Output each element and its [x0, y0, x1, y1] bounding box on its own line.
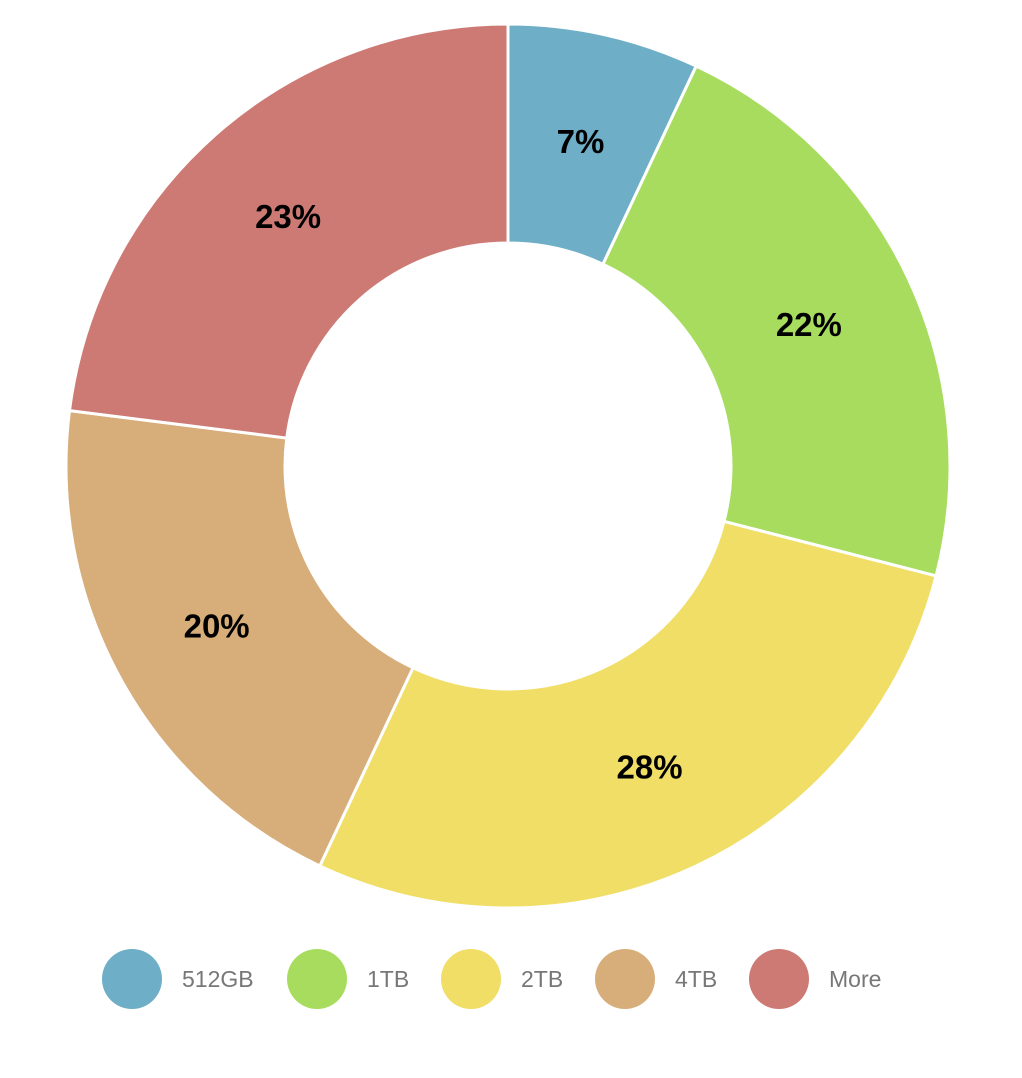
chart-legend: 512GB 1TB 2TB 4TB More: [102, 949, 881, 1009]
legend-item-1tb[interactable]: 1TB: [287, 949, 409, 1009]
legend-swatch-4tb: [595, 949, 655, 1009]
slice-more[interactable]: [67, 22, 510, 440]
slice-label-2tb: 28%: [617, 748, 683, 785]
slice-label-4tb: 20%: [184, 608, 250, 645]
slice-2tb[interactable]: [317, 519, 938, 910]
slice-label-1tb: 22%: [776, 306, 842, 343]
donut-slices: [64, 22, 952, 910]
legend-item-4tb[interactable]: 4TB: [595, 949, 717, 1009]
legend-item-2tb[interactable]: 2TB: [441, 949, 563, 1009]
legend-item-more[interactable]: More: [749, 949, 881, 1009]
legend-swatch-512gb: [102, 949, 162, 1009]
legend-label-more: More: [829, 966, 881, 992]
legend-label-2tb: 2TB: [521, 966, 563, 992]
slice-4tb[interactable]: [64, 408, 416, 868]
slice-labels: 7% 22% 28% 20% 23%: [184, 123, 842, 785]
legend-item-512gb[interactable]: 512GB: [102, 949, 254, 1009]
slice-1tb[interactable]: [600, 64, 952, 578]
legend-swatch-more: [749, 949, 809, 1009]
slice-label-512gb: 7%: [557, 123, 605, 160]
slice-label-more: 23%: [255, 198, 321, 235]
legend-label-1tb: 1TB: [367, 966, 409, 992]
legend-swatch-2tb: [441, 949, 501, 1009]
legend-label-4tb: 4TB: [675, 966, 717, 992]
legend-label-512gb: 512GB: [182, 966, 254, 992]
legend-swatch-1tb: [287, 949, 347, 1009]
